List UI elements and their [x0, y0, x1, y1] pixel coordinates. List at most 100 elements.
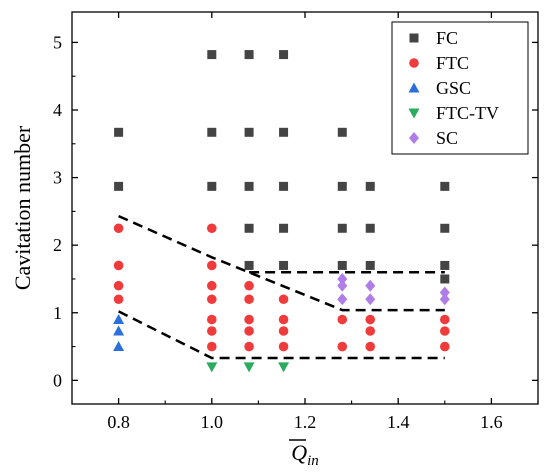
data-point: [278, 294, 289, 305]
legend-marker: [408, 108, 420, 119]
data-point: [337, 293, 348, 306]
data-point: [337, 341, 348, 352]
legend-label: FC: [436, 28, 458, 48]
data-point: [114, 127, 124, 137]
data-point: [243, 362, 255, 373]
data-point: [440, 274, 450, 284]
data-point: [439, 293, 450, 306]
data-point: [337, 279, 348, 292]
y-tick-label: 3: [53, 168, 62, 188]
data-point: [207, 260, 217, 271]
data-point: [207, 50, 217, 60]
data-point: [207, 341, 217, 352]
x-tick-label: 0.8: [107, 412, 130, 432]
data-point: [337, 314, 348, 325]
y-axis-title: Cavitation number: [10, 125, 35, 290]
data-point: [244, 314, 254, 325]
data-point: [337, 181, 347, 191]
series-ftc: [113, 223, 450, 352]
y-tick-label: 0: [53, 370, 62, 390]
data-point: [113, 294, 124, 305]
data-point: [440, 314, 450, 325]
data-point: [207, 181, 217, 191]
data-point: [278, 341, 289, 352]
data-point: [365, 341, 376, 352]
data-point: [113, 280, 124, 291]
x-tick-label: 1.6: [480, 412, 503, 432]
legend-marker: [409, 33, 419, 43]
series-sc: [337, 272, 450, 306]
boundary-line: [118, 310, 445, 360]
legend-label: FTC: [436, 53, 469, 73]
data-point: [244, 223, 254, 233]
data-point: [440, 181, 450, 191]
data-point: [207, 326, 217, 336]
data-point: [440, 260, 450, 270]
legend-entry: FTC: [409, 53, 469, 73]
data-point: [244, 127, 254, 137]
data-point: [207, 280, 217, 291]
boundary-line: [118, 214, 445, 312]
series-ftc-tv: [206, 362, 290, 373]
data-point: [279, 260, 289, 270]
data-point: [365, 314, 376, 325]
y-tick-label: 5: [53, 32, 62, 52]
data-point: [244, 326, 254, 336]
y-tick-label: 1: [53, 303, 62, 323]
data-point: [337, 272, 348, 285]
data-point: [244, 260, 254, 270]
data-point: [365, 326, 376, 336]
data-point: [365, 279, 376, 292]
data-point: [279, 127, 289, 137]
data-point: [440, 341, 450, 352]
data-point: [207, 127, 217, 137]
legend-marker: [409, 132, 419, 144]
y-tick-label: 4: [53, 100, 62, 120]
data-point: [113, 223, 124, 234]
data-point: [337, 127, 347, 137]
data-point: [113, 260, 124, 271]
data-point: [207, 314, 217, 325]
data-point: [113, 325, 125, 336]
data-point: [365, 223, 375, 233]
data-point: [244, 341, 254, 352]
x-tick-label: 1.4: [387, 412, 410, 432]
x-tick-label: 1.0: [201, 412, 224, 432]
data-point: [279, 50, 289, 60]
data-point: [114, 181, 124, 191]
legend-entry: FC: [409, 28, 458, 48]
data-point: [244, 280, 254, 291]
data-point: [278, 314, 289, 325]
data-point: [206, 362, 218, 373]
data-point: [337, 260, 347, 270]
data-point: [337, 223, 347, 233]
data-point: [244, 50, 254, 60]
data-point: [439, 286, 450, 299]
data-point: [440, 326, 450, 336]
legend-label: SC: [436, 128, 458, 148]
data-point: [365, 181, 375, 191]
axes: 0.8 1.0 1.2 1.4 1.6 0 1 2 3 4 5 Cavitation number Qi…: [10, 11, 539, 469]
data-point: [440, 223, 450, 233]
data-point: [279, 181, 289, 191]
x-axis-title-subscript: in: [307, 453, 319, 469]
data-point: [365, 260, 375, 270]
legend-entry: GSC: [408, 78, 471, 98]
data-point: [244, 181, 254, 191]
data-point: [278, 326, 289, 336]
data-point: [365, 293, 376, 306]
data-point: [113, 341, 125, 352]
y-tick-label: 2: [53, 235, 62, 255]
data-point: [113, 314, 125, 325]
legend-label: GSC: [436, 78, 471, 98]
legend-entry: SC: [409, 128, 458, 148]
series-fc: [114, 50, 450, 284]
x-axis-title-main: Q: [291, 440, 307, 465]
data-point: [207, 223, 217, 234]
x-tick-label: 1.2: [294, 412, 317, 432]
data-point: [279, 223, 289, 233]
legend-entry: FTC-TV: [408, 103, 499, 123]
data-point: [244, 294, 254, 305]
legend-label: FTC-TV: [436, 103, 499, 123]
